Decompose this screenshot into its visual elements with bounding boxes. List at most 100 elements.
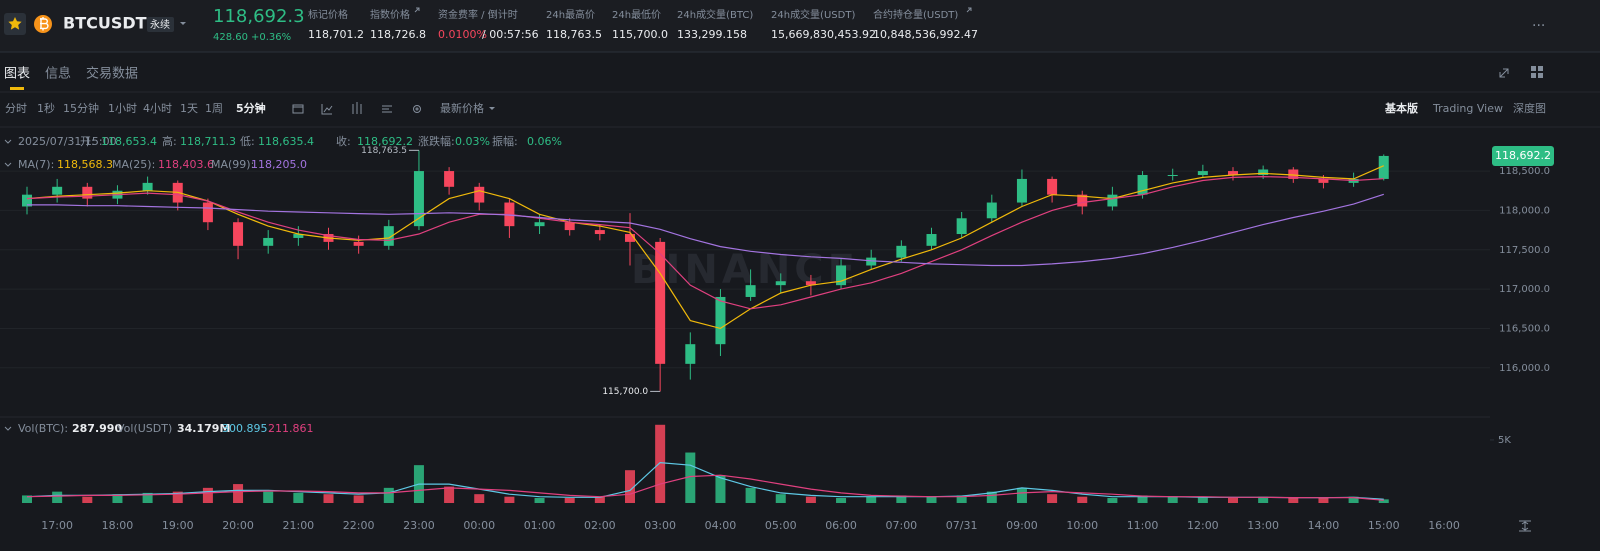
volume-bar (1167, 496, 1178, 503)
interval[interactable]: 1天 (180, 102, 198, 115)
candle-body (775, 281, 786, 286)
volume-bar (685, 452, 696, 503)
volume-bar (1258, 496, 1269, 503)
view-active[interactable]: 基本版 (1384, 101, 1418, 115)
collapse-icon[interactable] (4, 139, 12, 144)
interval[interactable]: 1周 (205, 102, 223, 115)
x-tick-label: 01:00 (524, 519, 556, 532)
ohlc-label: 低: (240, 135, 255, 148)
interval[interactable]: 4小时 (143, 102, 172, 115)
volume-bar (22, 495, 32, 503)
last-price-label: 118,692.2 (1495, 149, 1551, 162)
caret[interactable] (180, 22, 186, 25)
legend-name: MA(99): (211, 158, 254, 171)
view[interactable]: Trading View (1432, 102, 1503, 115)
volume-bar (444, 486, 455, 503)
x-tick-label: 05:00 (765, 519, 797, 532)
more-menu[interactable]: ··· (1532, 18, 1545, 34)
candle-body (896, 245, 907, 258)
volume-bar (956, 495, 967, 503)
volume-value: 34.179M (177, 422, 230, 435)
view[interactable]: 深度图 (1513, 101, 1546, 115)
y-tick-label: 117,500.0 (1499, 245, 1550, 256)
interval[interactable]: 分时 (5, 102, 27, 115)
volume-bar (805, 496, 816, 503)
stat-value: 10,848,536,992.47 (873, 28, 978, 41)
ohlc-label: 收: (336, 134, 351, 148)
ohlc-value: 0.03% (455, 135, 490, 148)
tab-active[interactable]: 图表 (4, 67, 30, 82)
layout-icon[interactable] (1531, 66, 1543, 78)
interval[interactable]: 15分钟 (63, 101, 99, 115)
max-label: 118,763.5 (361, 146, 407, 156)
candle-body (1077, 194, 1088, 207)
stat-value: 118,701.2 (308, 28, 364, 41)
volume-bar (474, 494, 485, 503)
tab[interactable]: 交易数据 (86, 66, 138, 82)
volume-bar (745, 487, 756, 503)
tab[interactable]: 信息 (45, 66, 71, 82)
interval[interactable]: 1秒 (37, 101, 55, 115)
stat-label: 24h最低价 (612, 8, 661, 21)
candle-body (444, 171, 455, 187)
volume-bar (1378, 499, 1389, 503)
star-icon (8, 17, 22, 30)
toolbar-icons[interactable] (292, 102, 421, 115)
candle-body (383, 226, 394, 246)
volume-bar (82, 496, 93, 503)
caret[interactable] (489, 107, 495, 110)
candle-body (474, 186, 485, 203)
watermark: BINANCE (631, 247, 859, 293)
x-tick-label: 07/31 (946, 519, 978, 532)
caret[interactable] (258, 107, 264, 110)
expand-icon[interactable] (1499, 68, 1509, 78)
contract-tag (147, 17, 174, 32)
x-tick-label: 10:00 (1066, 519, 1098, 532)
volume-bar (896, 495, 907, 503)
stat-value: / 00:57:56 (482, 28, 539, 41)
candle-body (202, 202, 213, 223)
y-tick-label: 118,000.0 (1499, 205, 1550, 216)
volume-bar (263, 491, 274, 503)
candle-body (956, 218, 967, 235)
collapse-icon[interactable] (4, 426, 12, 431)
volume-title: Vol(BTC): (18, 422, 68, 435)
volume-ma-value: 211.861 (268, 422, 314, 435)
candle-body (22, 194, 32, 207)
volume-bar (142, 492, 153, 503)
candle-body (866, 257, 877, 266)
volume-bar (233, 484, 244, 503)
candle-body (1378, 155, 1389, 179)
price-type[interactable]: 最新价格 (440, 101, 484, 115)
x-tick-label: 20:00 (222, 519, 254, 532)
link-icon[interactable] (966, 7, 972, 13)
candle-body (413, 171, 424, 227)
candle-body (564, 222, 575, 231)
x-tick-label: 21:00 (282, 519, 314, 532)
volume-bar (323, 494, 334, 503)
ohlc-value: 118,653.4 (101, 135, 157, 148)
volume-bar (564, 497, 575, 503)
candle-body (52, 186, 63, 195)
x-tick-label: 09:00 (1006, 519, 1038, 532)
symbol[interactable]: BTCUSDT (63, 14, 147, 33)
link-icon[interactable] (414, 7, 420, 13)
axis-reset-icon[interactable] (1519, 520, 1531, 532)
x-tick-label: 18:00 (102, 519, 134, 532)
volume-bar (594, 496, 605, 503)
candle-body (1016, 178, 1027, 203)
interval[interactable]: 1小时 (108, 102, 137, 115)
volume-bar (986, 491, 997, 503)
volume-bar (625, 470, 635, 503)
candle-body (142, 182, 153, 191)
x-tick-label: 11:00 (1127, 519, 1159, 532)
y-tick-label: 5K (1498, 435, 1511, 446)
candle-body (655, 241, 666, 364)
interval-active[interactable]: 5分钟 (236, 101, 266, 115)
collapse-icon[interactable] (4, 162, 12, 167)
volume-bar (1107, 497, 1118, 503)
candle-body (1167, 175, 1178, 176)
candle-body (1228, 171, 1238, 175)
